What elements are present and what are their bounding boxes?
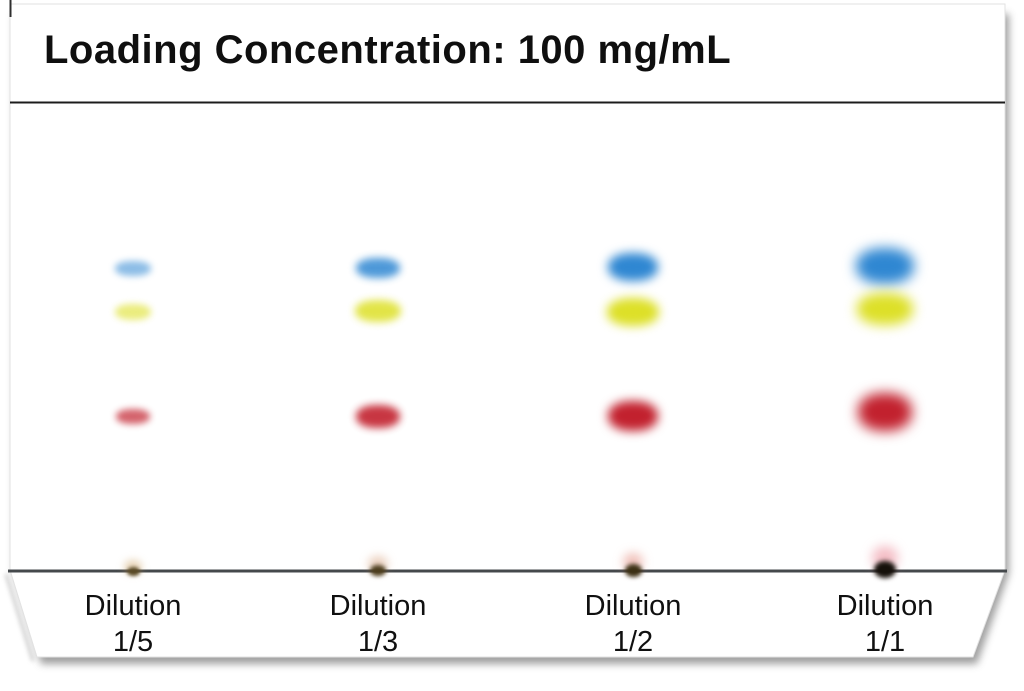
lane-label-1-3: Dilution 1/3 [298,588,458,660]
lane-label-1-1: Dilution 1/1 [805,588,965,660]
plate-left-slant-shadow [4,573,35,662]
blue-spot [608,253,658,281]
lane-label-word: Dilution [84,590,182,622]
blue-spot [856,248,914,284]
yellow-spot [355,300,401,322]
lane-label-word: Dilution [329,590,427,622]
figure-title: Loading Concentration: 100 mg/mL [44,28,732,72]
blue-spot [115,260,151,276]
lane-label-word: Dilution [836,590,934,622]
red-spot [608,401,658,431]
origin-spot [874,560,896,578]
yellow-spot [857,293,913,325]
lane-label-1-5: Dilution 1/5 [53,588,213,660]
lane-label-fraction: 1/2 [612,626,654,658]
red-spot [356,404,400,428]
red-spot [116,408,150,424]
lane-label-fraction: 1/5 [112,626,154,658]
blue-spot [356,258,400,278]
lane-label-1-2: Dilution 1/2 [553,588,713,660]
lane-label-fraction: 1/3 [357,626,399,658]
lane-label-word: Dilution [584,590,682,622]
origin-spot [370,564,386,576]
origin-spot [126,566,140,576]
lane-label-fraction: 1/1 [864,626,906,658]
yellow-spot [115,304,151,320]
red-spot [858,393,912,431]
origin-spot [624,563,642,577]
yellow-spot [607,298,659,326]
